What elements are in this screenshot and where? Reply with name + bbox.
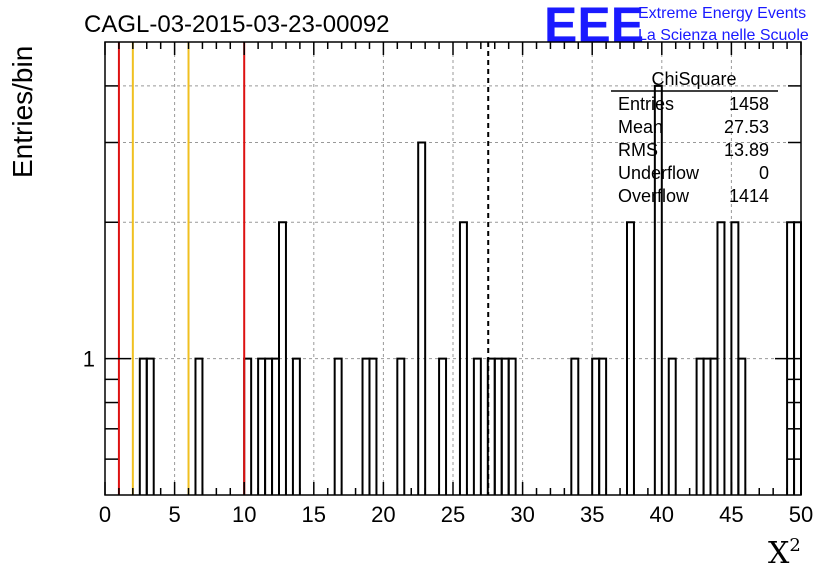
histogram-bin — [396, 357, 406, 495]
stats-label-underflow: Underflow — [618, 163, 700, 183]
histogram-bin — [145, 357, 155, 495]
x-tick-label: 30 — [510, 502, 534, 527]
y-tick-label: 1 — [83, 347, 95, 372]
histogram-bin — [570, 357, 580, 495]
eee-logo-line1: Extreme Energy Events — [638, 5, 806, 22]
stats-title: ChiSquare — [651, 69, 736, 89]
eee-logo-line2: La Scienza nelle Scuole — [638, 27, 809, 44]
eee-logo: EEE Extreme Energy Events La Scienza nel… — [544, 0, 809, 53]
histogram-bin — [438, 357, 448, 495]
histogram-bin — [243, 357, 253, 495]
histogram-bin — [591, 357, 601, 495]
stats-label-entries: Entries — [618, 94, 674, 114]
histogram-bin — [333, 357, 343, 495]
stats-value-underflow: 0 — [759, 163, 769, 183]
histogram-bin — [737, 357, 747, 495]
stats-label-overflow: Overflow — [618, 186, 690, 206]
stats-value-entries: 1458 — [729, 94, 769, 114]
stats-value-rms: 13.89 — [724, 140, 769, 160]
x-axis-label-base: X — [768, 536, 790, 571]
histogram-bin — [194, 357, 204, 495]
x-tick-label: 10 — [232, 502, 256, 527]
histogram — [138, 84, 802, 495]
histogram-bin — [598, 357, 608, 495]
histogram-bin — [653, 84, 663, 495]
x-tick-label: 50 — [789, 502, 813, 527]
chart-title: CAGL-03-2015-03-23-00092 — [84, 11, 390, 38]
histogram-bin — [695, 357, 705, 495]
histogram-bin — [702, 357, 712, 495]
histogram-bin — [361, 357, 371, 495]
histogram-bin — [626, 221, 635, 495]
x-axis-label-exponent: 2 — [789, 535, 800, 556]
stats-label-mean: Mean — [618, 117, 663, 137]
x-tick-label: 35 — [580, 502, 604, 527]
x-tick-label: 15 — [302, 502, 326, 527]
histogram-bin — [500, 357, 510, 495]
histogram-bin — [291, 357, 301, 495]
stats-value-overflow: 1414 — [729, 186, 769, 206]
histogram-bin — [667, 357, 677, 495]
y-axis-label: Entries/bin — [7, 46, 38, 178]
histogram-bin — [493, 357, 503, 495]
histogram-bin — [278, 221, 287, 495]
stats-label-rms: RMS — [618, 140, 658, 160]
histogram-bin — [264, 357, 274, 495]
x-tick-label: 40 — [650, 502, 674, 527]
histogram-bin — [458, 221, 468, 495]
histogram-bin — [368, 357, 378, 495]
histogram-bin — [417, 141, 427, 495]
axis-ticks — [104, 42, 802, 495]
histogram-bin — [709, 357, 719, 495]
x-tick-label: 45 — [719, 502, 743, 527]
x-tick-label: 0 — [99, 502, 111, 527]
stats-value-mean: 27.53 — [724, 117, 769, 137]
histogram-bin — [716, 221, 726, 495]
histogram-bin — [472, 357, 482, 495]
histogram-bin — [507, 357, 517, 495]
histogram-bin — [257, 357, 267, 495]
x-axis-label: X2 — [768, 535, 801, 571]
histogram-bin — [271, 357, 280, 495]
x-tick-label: 20 — [371, 502, 395, 527]
eee-logo-mark: EEE — [544, 0, 644, 53]
histogram-bin — [138, 357, 148, 495]
tick-labels: 0 5 10 15 20 25 30 35 40 45 50 1 — [83, 347, 813, 527]
stats-box: ChiSquare Entries 1458 Mean 27.53 RMS 13… — [611, 69, 778, 206]
x-tick-label: 5 — [168, 502, 180, 527]
x-tick-label: 25 — [441, 502, 465, 527]
marker-lines — [117, 42, 490, 495]
grid — [105, 42, 801, 495]
